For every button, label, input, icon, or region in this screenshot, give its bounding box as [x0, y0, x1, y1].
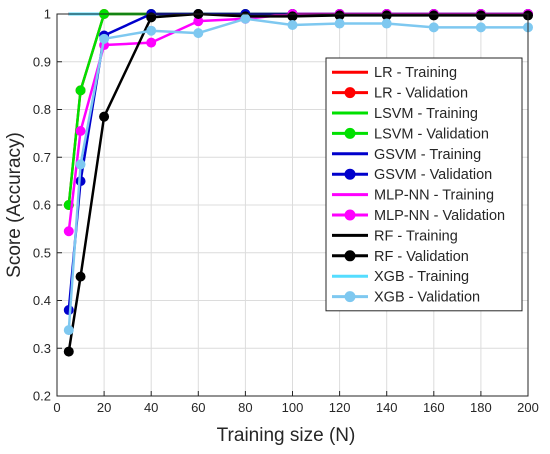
data-point	[240, 13, 251, 24]
data-point	[193, 28, 204, 39]
x-tick-label: 120	[329, 400, 351, 415]
data-point	[146, 37, 157, 48]
legend-item: GSVM - Training	[332, 147, 481, 163]
y-tick-label: 0.6	[33, 198, 51, 213]
legend-box	[325, 57, 523, 312]
legend-label: RF - Validation	[374, 249, 469, 265]
y-tick-label: 0.8	[33, 102, 51, 117]
legend-swatch-marker	[344, 127, 356, 139]
legend-label: XGB - Training	[374, 269, 469, 285]
y-tick-label: 1	[44, 7, 51, 22]
x-tick-label: 40	[144, 400, 158, 415]
series-rf-validation	[63, 9, 533, 357]
series-line-rf-validation	[67, 12, 528, 352]
legend-item: MLP-NN - Training	[332, 188, 494, 204]
legend-label: RF - Training	[374, 228, 458, 244]
x-axis-label: Training size (N)	[217, 425, 356, 446]
data-point	[99, 111, 110, 122]
legend-item: RF - Training	[332, 228, 458, 244]
y-tick-label: 0.2	[33, 389, 51, 404]
data-point	[75, 125, 86, 136]
legend-label: XGB - Validation	[374, 290, 480, 306]
y-tick-label: 0.7	[33, 150, 51, 165]
data-point	[75, 159, 86, 170]
x-tick-label: 0	[53, 400, 60, 415]
legend-item: MLP-NN - Validation	[332, 208, 505, 224]
x-tick-label: 140	[376, 400, 398, 415]
x-tick-label: 20	[97, 400, 111, 415]
data-point	[63, 325, 74, 336]
x-tick-label: 180	[470, 400, 492, 415]
legend-swatch-marker	[344, 209, 356, 221]
data-point	[75, 85, 86, 96]
y-tick-label: 0.4	[33, 293, 51, 308]
data-point	[334, 18, 345, 29]
legend-label: GSVM - Training	[374, 147, 481, 163]
legend-item: XGB - Training	[332, 269, 469, 285]
legend-item: LR - Validation	[332, 86, 468, 102]
legend-swatch-marker	[344, 87, 356, 99]
legend-label: LSVM - Training	[374, 106, 478, 122]
legend-label: LSVM - Validation	[374, 126, 489, 142]
data-point	[287, 19, 298, 30]
x-tick-label: 100	[282, 400, 304, 415]
data-point	[428, 22, 439, 33]
y-axis-label: Score (Accuracy)	[4, 132, 25, 278]
legend-label: MLP-NN - Validation	[374, 208, 505, 224]
x-tick-label: 200	[517, 400, 539, 415]
data-point	[63, 346, 74, 357]
x-tick-label: 80	[238, 400, 252, 415]
legend-swatch-marker	[344, 291, 356, 303]
legend-label: GSVM - Validation	[374, 167, 492, 183]
legend-item: LR - Training	[332, 65, 457, 81]
legend-label: LR - Validation	[374, 86, 468, 102]
legend-item: XGB - Validation	[332, 290, 480, 306]
legend-swatch-marker	[344, 168, 356, 180]
legend: LR - Training LR - Validation LSVM - Train…	[325, 57, 523, 312]
legend-label: LR - Training	[374, 65, 457, 81]
y-tick-label: 0.5	[33, 245, 51, 260]
data-point	[428, 10, 439, 21]
legend-item: RF - Validation	[332, 249, 469, 265]
data-point	[475, 10, 486, 21]
legend-item: LSVM - Training	[332, 106, 478, 122]
data-point	[75, 271, 86, 282]
data-point	[99, 33, 110, 44]
data-point	[475, 22, 486, 33]
x-tick-label: 160	[423, 400, 445, 415]
data-point	[146, 25, 157, 36]
legend-label: MLP-NN - Training	[374, 188, 494, 204]
data-point	[63, 226, 74, 237]
y-tick-label: 0.9	[33, 54, 51, 69]
axes: 0 20 40 60 80 100 120 140 160 180 200 0.2 0.3 0.4 0.5 0…	[33, 7, 539, 416]
x-tick-label: 60	[191, 400, 205, 415]
series-line-xgb-validation	[67, 17, 528, 331]
y-tick-label: 0.3	[33, 341, 51, 356]
legend-swatch-marker	[344, 250, 356, 262]
data-point	[381, 18, 392, 29]
data-point	[287, 11, 298, 22]
legend-item: GSVM - Validation	[332, 167, 492, 183]
data-point	[146, 12, 157, 23]
legend-item: LSVM - Validation	[332, 126, 489, 142]
